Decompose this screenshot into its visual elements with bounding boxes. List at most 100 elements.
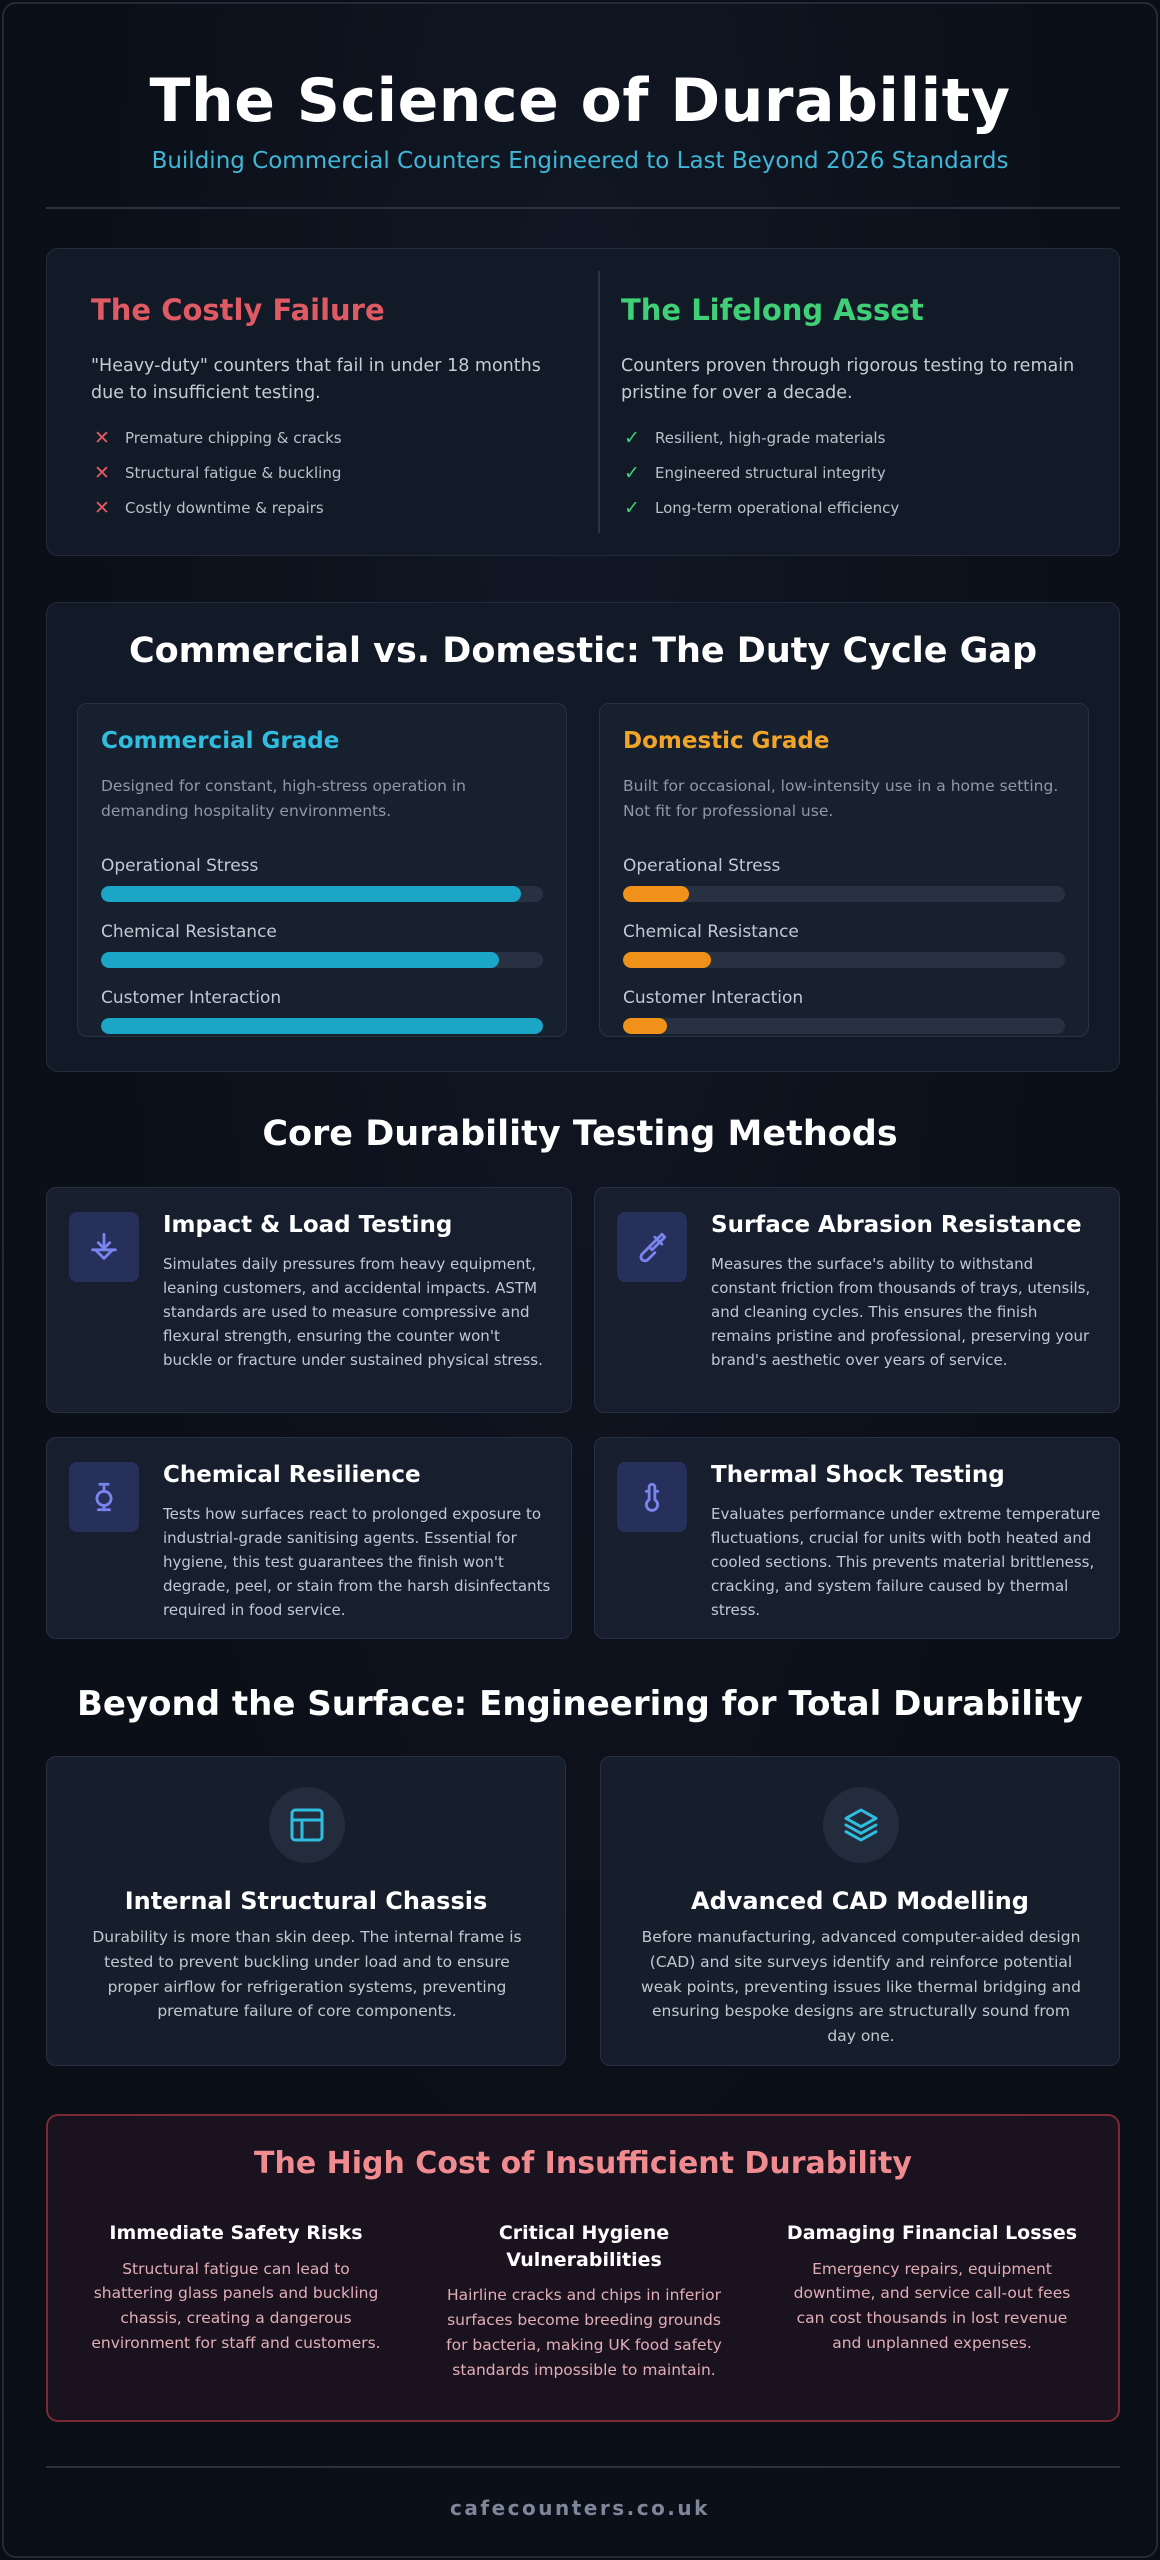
test-method-card: Surface Abrasion Resistance Measures the… bbox=[594, 1187, 1120, 1413]
meter-fill bbox=[623, 952, 712, 968]
engineering-card-description: Durability is more than skin deep. The i… bbox=[92, 1928, 522, 2021]
page-title: The Science of Durability bbox=[149, 66, 1011, 136]
asset-title: The Lifelong Asset bbox=[621, 293, 924, 327]
domestic-grade-description: Built for occasional, low-intensity use … bbox=[623, 777, 1059, 820]
meter-track bbox=[101, 886, 543, 902]
high-cost-title: The High Cost of Insufficient Durability bbox=[254, 2146, 912, 2181]
page-header: The Science of Durability Building Comme… bbox=[4, 66, 1156, 174]
header-divider bbox=[46, 207, 1120, 209]
test-method-card: Impact & Load Testing Simulates daily pr… bbox=[46, 1187, 572, 1413]
testing-title: Core Durability Testing Methods bbox=[262, 1114, 898, 1154]
meter: Customer Interaction bbox=[623, 988, 1065, 1034]
commercial-grade-title: Commercial Grade bbox=[101, 728, 340, 754]
asset-column: The Lifelong Asset Counters proven throu… bbox=[621, 293, 1091, 526]
check-icon: ✓ bbox=[624, 462, 640, 485]
list-item: ✓ Resilient, high-grade materials bbox=[621, 421, 1091, 456]
layers-icon bbox=[823, 1787, 899, 1863]
list-item-label: Premature chipping & cracks bbox=[125, 429, 342, 448]
meter-label: Chemical Resistance bbox=[101, 922, 277, 942]
meter-fill bbox=[101, 1018, 543, 1034]
list-item: ✕ Premature chipping & cracks bbox=[91, 421, 561, 456]
cross-icon: ✕ bbox=[94, 497, 110, 520]
meter-label: Chemical Resistance bbox=[623, 922, 799, 942]
asset-description: Counters proven through rigorous testing… bbox=[621, 356, 1075, 404]
test-method-title: Thermal Shock Testing bbox=[711, 1462, 1005, 1488]
brush-icon bbox=[617, 1212, 687, 1282]
meter-fill bbox=[101, 886, 521, 902]
engineering-card: Advanced CAD Modelling Before manufactur… bbox=[600, 1756, 1120, 2066]
column-divider bbox=[598, 271, 600, 533]
failure-list: ✕ Premature chipping & cracks ✕ Structural… bbox=[91, 421, 561, 526]
meter-label: Operational Stress bbox=[101, 856, 259, 876]
duty-cycle-title: Commercial vs. Domestic: The Duty Cycle … bbox=[128, 631, 1038, 671]
cost-item-title: Damaging Financial Losses bbox=[786, 2222, 1078, 2244]
high-cost-card: The High Cost of Insufficient Durability… bbox=[46, 2114, 1120, 2422]
test-method-description: Evaluates performance under extreme temp… bbox=[711, 1505, 1101, 1619]
failure-description: "Heavy-duty" counters that fail in under… bbox=[91, 356, 541, 404]
failure-column: The Costly Failure "Heavy-duty" counters… bbox=[91, 293, 561, 526]
list-item-label: Long-term operational efficiency bbox=[655, 499, 900, 518]
cost-item: Immediate Safety Risks Structural fatigu… bbox=[86, 2220, 386, 2356]
list-item-label: Structural fatigue & buckling bbox=[125, 464, 342, 483]
meter: Operational Stress bbox=[623, 856, 1065, 902]
cost-item: Damaging Financial Losses Emergency repa… bbox=[782, 2220, 1082, 2356]
asset-list: ✓ Resilient, high-grade materials ✓ Engine… bbox=[621, 421, 1091, 526]
meter: Customer Interaction bbox=[101, 988, 543, 1034]
test-method-title: Surface Abrasion Resistance bbox=[711, 1212, 1082, 1238]
meter: Chemical Resistance bbox=[623, 922, 1065, 968]
list-item-label: Engineered structural integrity bbox=[655, 464, 886, 483]
engineering-row: Internal Structural Chassis Durability i… bbox=[46, 1756, 1120, 2066]
cost-item-description: Emergency repairs, equipment downtime, a… bbox=[793, 2259, 1071, 2352]
weight-load-icon bbox=[69, 1212, 139, 1282]
footer-divider bbox=[46, 2466, 1120, 2468]
engineering-card-title: Advanced CAD Modelling bbox=[691, 1887, 1029, 1915]
meter: Operational Stress bbox=[101, 856, 543, 902]
cost-item-description: Hairline cracks and chips in inferior su… bbox=[446, 2286, 722, 2379]
meter-fill bbox=[623, 1018, 668, 1034]
test-method-description: Tests how surfaces react to prolonged ex… bbox=[163, 1505, 551, 1619]
cost-item-title: Immediate Safety Risks bbox=[109, 2222, 363, 2244]
cost-item: Critical Hygiene Vulnerabilities Hairlin… bbox=[434, 2220, 734, 2382]
layout-icon bbox=[269, 1787, 345, 1863]
engineering-title: Beyond the Surface: Engineering for Tota… bbox=[77, 1684, 1083, 1724]
domestic-grade-title: Domestic Grade bbox=[623, 728, 830, 754]
commercial-grade-description: Designed for constant, high-stress opera… bbox=[101, 777, 466, 820]
list-item-label: Resilient, high-grade materials bbox=[655, 429, 886, 448]
meter-label: Customer Interaction bbox=[623, 988, 804, 1008]
cost-item-description: Structural fatigue can lead to shatterin… bbox=[91, 2259, 381, 2352]
meter-label: Operational Stress bbox=[623, 856, 781, 876]
engineering-card: Internal Structural Chassis Durability i… bbox=[46, 1756, 566, 2066]
test-method-description: Measures the surface's ability to withst… bbox=[711, 1255, 1091, 1369]
test-method-card: Thermal Shock Testing Evaluates performa… bbox=[594, 1437, 1120, 1639]
flask-icon bbox=[69, 1462, 139, 1532]
meter-track bbox=[623, 1018, 1065, 1034]
meter-fill bbox=[623, 886, 690, 902]
page-subtitle: Building Commercial Counters Engineered … bbox=[151, 148, 1009, 174]
domestic-grade-panel: Domestic Grade Built for occasional, low… bbox=[599, 703, 1089, 1037]
engineering-card-description: Before manufacturing, advanced computer-… bbox=[641, 1928, 1081, 2046]
test-method-description: Simulates daily pressures from heavy equ… bbox=[163, 1255, 543, 1369]
meter-track bbox=[101, 1018, 543, 1034]
check-icon: ✓ bbox=[624, 427, 640, 450]
meter: Chemical Resistance bbox=[101, 922, 543, 968]
duty-cycle-card: Commercial vs. Domestic: The Duty Cycle … bbox=[46, 602, 1120, 1072]
test-method-title: Impact & Load Testing bbox=[163, 1212, 453, 1238]
meter-track bbox=[101, 952, 543, 968]
cross-icon: ✕ bbox=[94, 427, 110, 450]
list-item: ✕ Costly downtime & repairs bbox=[91, 491, 561, 526]
list-item: ✓ Long-term operational efficiency bbox=[621, 491, 1091, 526]
test-method-title: Chemical Resilience bbox=[163, 1462, 421, 1488]
commercial-grade-panel: Commercial Grade Designed for constant, … bbox=[77, 703, 567, 1037]
comparison-card: The Costly Failure "Heavy-duty" counters… bbox=[46, 248, 1120, 556]
engineering-card-title: Internal Structural Chassis bbox=[124, 1887, 488, 1915]
check-icon: ✓ bbox=[624, 497, 640, 520]
meter-label: Customer Interaction bbox=[101, 988, 282, 1008]
cost-item-title: Critical Hygiene Vulnerabilities bbox=[498, 2222, 670, 2271]
cross-icon: ✕ bbox=[94, 462, 110, 485]
meter-fill bbox=[101, 952, 499, 968]
failure-title: The Costly Failure bbox=[91, 293, 385, 327]
list-item: ✕ Structural fatigue & buckling bbox=[91, 456, 561, 491]
list-item: ✓ Engineered structural integrity bbox=[621, 456, 1091, 491]
footer-site-link[interactable]: cafecounters.co.uk bbox=[450, 2496, 710, 2520]
